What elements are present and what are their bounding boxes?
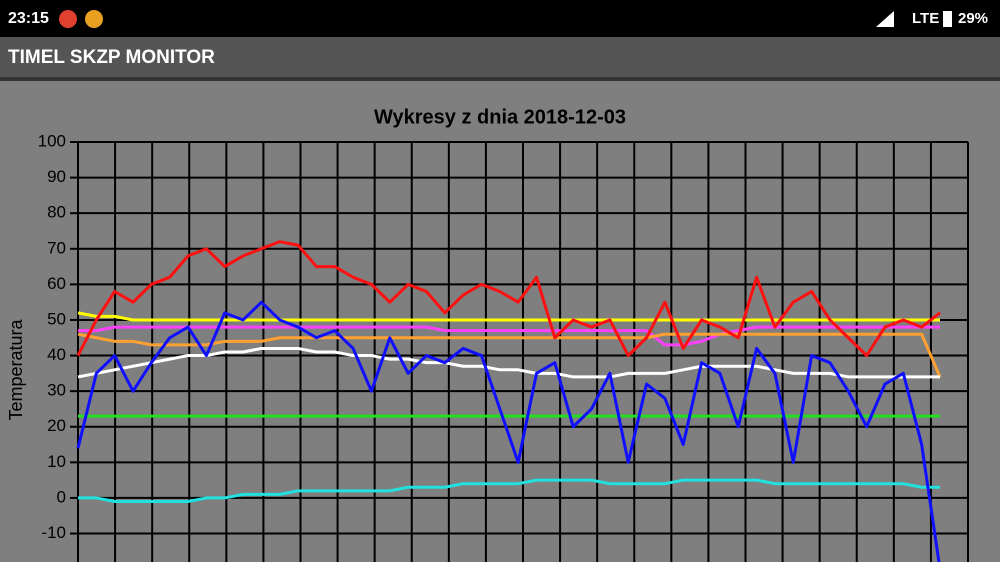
y-tick-label: 20 xyxy=(47,416,66,435)
y-tick-label: 0 xyxy=(57,487,66,506)
series-line xyxy=(76,240,941,358)
notification-icon xyxy=(59,10,77,28)
series-line xyxy=(77,311,940,322)
battery-level: 29% xyxy=(958,10,988,27)
battery-icon xyxy=(943,11,952,27)
app-title: TIMEL SKZP MONITOR xyxy=(8,47,215,68)
y-tick-label: 50 xyxy=(47,309,66,328)
series-line xyxy=(78,478,940,503)
y-tick-label: 10 xyxy=(47,452,66,471)
network-type: LTE xyxy=(912,10,939,27)
y-tick-label: -10 xyxy=(41,523,66,542)
app-bar xyxy=(0,37,1000,77)
chart-title: Wykresy z dnia 2018-12-03 xyxy=(374,106,626,128)
y-tick-label: 30 xyxy=(47,381,66,400)
status-time: 23:15 xyxy=(8,10,49,27)
series-line xyxy=(76,300,941,562)
series-line xyxy=(77,332,942,378)
series-line xyxy=(78,325,940,347)
status-bar xyxy=(0,0,1000,37)
y-tick-label: 90 xyxy=(47,167,66,186)
signal-icon xyxy=(876,11,894,27)
y-tick-label: 80 xyxy=(47,203,66,222)
series-line xyxy=(77,346,940,379)
y-tick-label: 100 xyxy=(38,131,66,150)
y-tick-label: 70 xyxy=(47,238,66,257)
y-tick-label: 40 xyxy=(47,345,66,364)
y-axis-label: Temperatura xyxy=(6,318,26,420)
app-bar-shadow xyxy=(0,77,1000,81)
y-tick-label: 60 xyxy=(47,274,66,293)
notification-icon xyxy=(85,10,103,28)
